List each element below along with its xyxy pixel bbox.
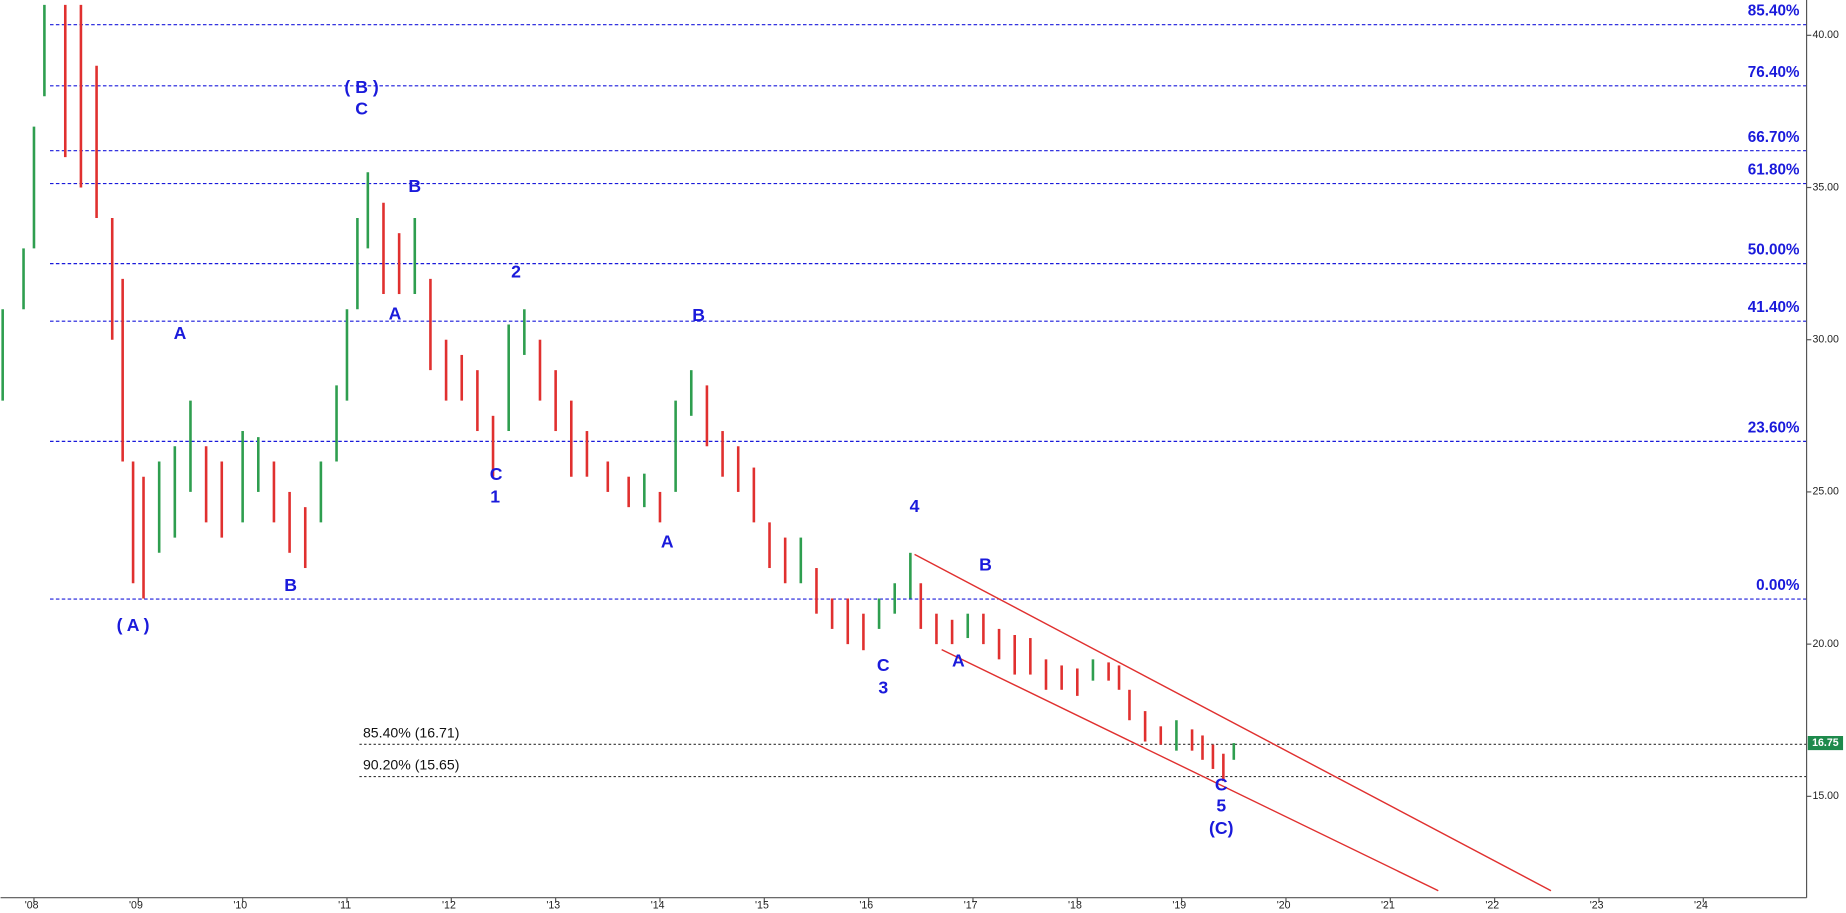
x-tick-label: '08 [25, 900, 39, 912]
axis-panel [0, 897, 1846, 913]
x-tick-label: '13 [546, 900, 560, 912]
x-tick-label: '21 [1381, 900, 1395, 912]
x-tick-label: '23 [1590, 900, 1604, 912]
last-price-label: 16.75 [1812, 737, 1839, 749]
wave-label: A [952, 650, 965, 670]
x-tick-label: '16 [859, 900, 873, 912]
fib-label: 41.40% [1748, 299, 1800, 316]
wave-label: 2 [511, 261, 521, 281]
wave-label: C [877, 655, 890, 675]
wave-label: 1 [490, 486, 500, 506]
y-tick-label: 20.00 [1812, 638, 1839, 650]
fib-label: 85.40% [1748, 3, 1800, 20]
channel-line [941, 648, 1439, 892]
wave-label: 5 [1216, 796, 1226, 816]
wave-label: C [355, 99, 368, 119]
y-tick-label: 25.00 [1812, 486, 1839, 498]
x-tick-label: '10 [233, 900, 247, 912]
wave-label: C [490, 464, 503, 484]
last-price-tag [1807, 736, 1844, 751]
wave-label: ( B ) [344, 77, 378, 97]
y-tick-label: 40.00 [1812, 29, 1839, 41]
channel-line [914, 553, 1552, 892]
y-tick-label: 35.00 [1812, 181, 1839, 193]
projection-label: 85.40% (16.71) [363, 724, 459, 740]
x-tick-label: '22 [1485, 900, 1499, 912]
projection-label: 90.20% (15.65) [363, 757, 459, 773]
wave-label: ( A ) [117, 615, 150, 635]
x-tick-label: '14 [651, 900, 665, 912]
y-tick-label: 15.00 [1812, 790, 1839, 802]
fib-label: 66.70% [1748, 129, 1800, 146]
wave-label: (C) [1209, 818, 1233, 838]
fib-label: 23.60% [1748, 419, 1800, 436]
fib-label: 61.80% [1748, 162, 1800, 179]
wave-label: B [979, 555, 992, 575]
x-tick-label: '19 [1172, 900, 1186, 912]
wave-label: 3 [878, 678, 888, 698]
wave-label: A [389, 304, 402, 324]
fib-label: 0.00% [1756, 577, 1800, 594]
x-tick-label: '17 [964, 900, 978, 912]
x-tick-label: '18 [1068, 900, 1082, 912]
wave-label: B [692, 305, 705, 325]
x-tick-label: '09 [129, 900, 143, 912]
x-tick-label: '24 [1694, 900, 1708, 912]
fib-label: 76.40% [1748, 64, 1800, 81]
fib-label: 50.00% [1748, 242, 1800, 259]
axis-panel [1806, 0, 1846, 913]
wave-label: B [408, 176, 421, 196]
x-tick-label: '15 [755, 900, 769, 912]
wave-label: B [284, 575, 297, 595]
y-tick-label: 30.00 [1812, 334, 1839, 346]
x-tick-label: '11 [338, 900, 351, 912]
wave-label: A [661, 531, 674, 551]
wave-label: 4 [910, 496, 920, 516]
wave-label: C [1215, 775, 1228, 795]
x-tick-label: '20 [1277, 900, 1291, 912]
x-tick-label: '12 [442, 900, 456, 912]
wave-label: A [174, 323, 187, 343]
